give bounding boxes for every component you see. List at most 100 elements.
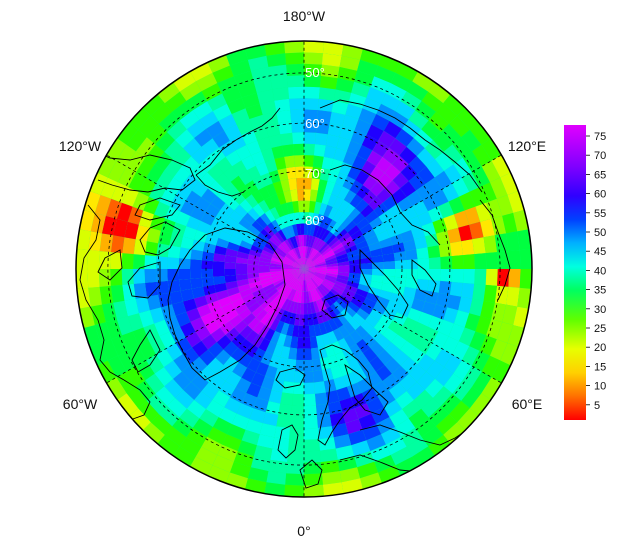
data-cell: [304, 269, 316, 271]
data-cell: [385, 83, 407, 102]
data-cell: [252, 348, 266, 362]
data-cell: [309, 224, 316, 236]
data-cell: [304, 416, 318, 429]
data-cell: [235, 257, 248, 264]
data-cell: [306, 234, 310, 247]
data-cell: [304, 382, 315, 395]
data-cell: [366, 150, 383, 167]
data-cell: [304, 337, 311, 349]
data-cell: [164, 140, 184, 160]
data-cell: [210, 195, 226, 211]
data-cell: [286, 252, 296, 262]
data-cell: [180, 236, 194, 250]
data-cell: [315, 311, 324, 325]
data-cell: [508, 250, 521, 269]
data-cell: [302, 246, 304, 258]
data-cell: [219, 140, 236, 157]
data-cell: [326, 219, 337, 232]
data-cell: [397, 220, 412, 234]
colorbar-tick-label: 20: [594, 342, 606, 354]
data-cell: [304, 371, 314, 383]
data-cell: [348, 207, 361, 221]
data-cell: [365, 314, 379, 328]
data-cell: [400, 427, 422, 447]
data-cell: [304, 75, 321, 88]
data-cell: [203, 284, 216, 296]
data-cell: [328, 318, 339, 331]
data-cell: [276, 191, 287, 205]
data-cell: [314, 261, 326, 266]
data-cell: [280, 202, 290, 216]
data-cell: [349, 264, 361, 269]
data-cell: [281, 269, 293, 271]
data-cell: [371, 407, 390, 424]
data-cell: [258, 261, 271, 266]
data-cell: [299, 269, 304, 280]
data-cell: [276, 110, 292, 124]
data-cell: [361, 362, 376, 378]
data-cell: [230, 347, 246, 363]
data-cell: [207, 180, 224, 196]
data-cell: [304, 269, 314, 277]
data-cell: [519, 269, 532, 289]
data-cell: [279, 242, 290, 253]
data-cell: [343, 372, 357, 387]
data-cell: [350, 129, 367, 145]
data-cell: [321, 53, 342, 67]
data-cell: [378, 314, 393, 328]
data-cell: [336, 312, 348, 325]
data-cell: [282, 272, 294, 279]
data-cell: [372, 262, 384, 269]
data-cell: [304, 63, 322, 76]
data-cell: [408, 408, 429, 428]
data-cell: [333, 246, 346, 255]
data-cell: [285, 52, 304, 65]
data-cell: [308, 248, 316, 260]
data-cell: [144, 255, 157, 269]
data-cell: [370, 341, 385, 357]
data-cell: [199, 365, 217, 383]
data-cell: [207, 93, 227, 111]
data-cell: [389, 292, 404, 305]
data-cell: [355, 353, 370, 368]
data-cell: [179, 408, 200, 428]
data-cell: [172, 100, 193, 121]
data-cell: [135, 296, 150, 314]
data-cell: [235, 145, 251, 161]
data-cell: [251, 372, 265, 387]
data-cell: [284, 155, 296, 168]
data-cell: [453, 360, 472, 381]
data-cell: [289, 236, 297, 249]
data-cell: [452, 380, 473, 401]
data-cell: [400, 181, 417, 198]
data-cell: [381, 245, 394, 256]
data-cell: [319, 215, 329, 228]
data-cell: [158, 406, 180, 427]
data-cell: [315, 271, 327, 275]
data-cell: [199, 172, 216, 189]
lon-label-120e: 120°E: [508, 138, 546, 154]
data-cell: [311, 347, 320, 360]
data-cell: [448, 323, 465, 342]
data-cell: [163, 360, 182, 379]
data-cell: [458, 224, 473, 242]
data-cell: [304, 246, 306, 258]
data-cell: [274, 98, 291, 112]
data-cell: [145, 373, 165, 394]
data-cell: [268, 459, 288, 474]
data-cell: [471, 166, 490, 188]
data-cell: [315, 213, 324, 227]
data-cell: [230, 175, 246, 191]
data-cell: [296, 302, 301, 315]
data-cell: [304, 359, 313, 372]
data-cell: [207, 427, 227, 445]
data-cell: [254, 291, 267, 302]
data-cell: [379, 237, 393, 249]
data-cell: [289, 212, 297, 225]
data-cell: [270, 273, 282, 278]
data-cell: [368, 196, 383, 211]
data-cell: [377, 349, 393, 366]
data-cell: [348, 254, 361, 262]
data-cell: [261, 280, 273, 289]
data-cell: [293, 264, 304, 269]
